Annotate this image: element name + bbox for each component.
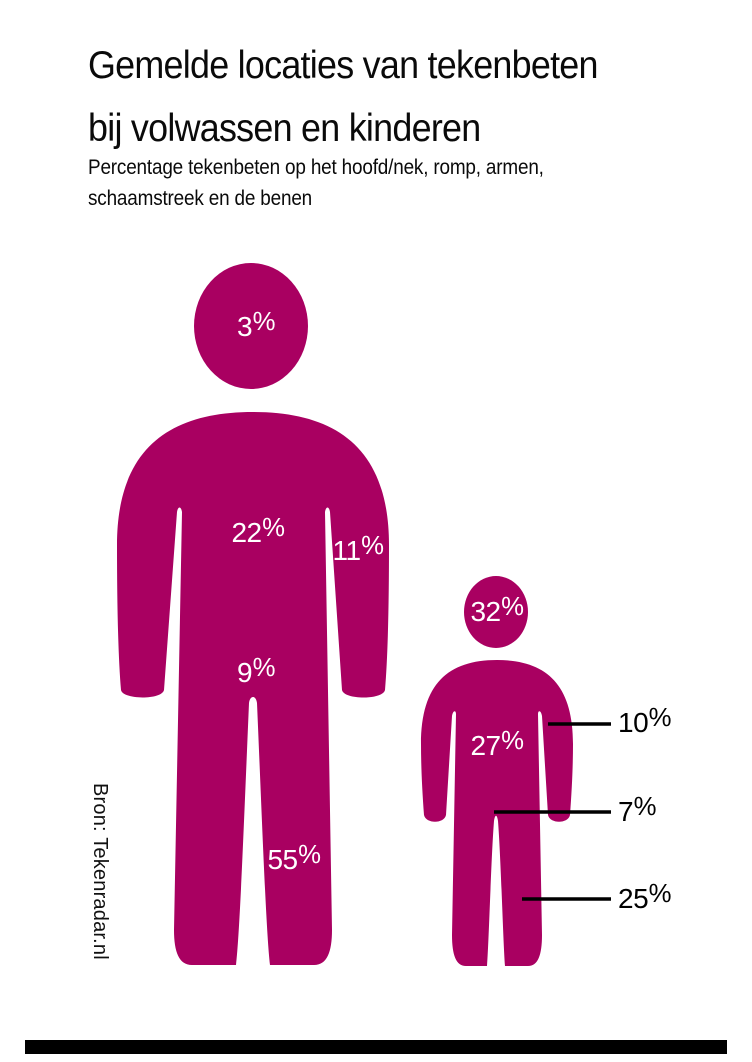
adult-arm-percent-sign: % [361,532,384,561]
adult-legs-percentage: 55% [267,841,321,876]
child-head-shape [464,576,528,648]
child-arm-percentage: 10% [618,704,672,739]
child-arm-value: 10 [618,707,649,738]
footer-bar [25,1040,727,1054]
child-legs-value: 25 [618,883,649,914]
child-torso-value: 27 [470,730,501,761]
child-groin-value: 7 [618,796,634,827]
child-arm-percent-sign: % [648,704,672,733]
source-attribution: Bron: Tekenradar.nl [89,783,111,960]
adult-torso-value: 22 [231,517,262,548]
adult-groin-percent-sign: % [252,654,276,683]
child-head-percent-sign: % [501,593,524,622]
adult-head-percentage: 3% [237,308,276,343]
child-head-percentage: 32% [470,593,524,628]
child-groin-percent-sign: % [633,793,657,822]
adult-arm-value: 11 [332,535,362,566]
adult-head-value: 3 [237,311,253,342]
child-legs-percent-sign: % [648,880,672,909]
adult-head-shape [194,263,308,389]
subtitle-line-2: schaamstreek en de benen [88,186,313,210]
child-groin-percentage: 7% [618,793,657,828]
title-line-1: Gemelde locaties van tekenbeten [88,44,598,87]
adult-legs-percent-sign: % [298,841,321,870]
adult-torso-percent-sign: % [262,514,285,543]
page-subtitle: Percentage tekenbeten op het hoofd/nek, … [88,152,544,214]
title-line-2: bij volwassen en kinderen [88,107,481,150]
adult-groin-percentage: 9% [237,654,276,689]
child-legs-percentage: 25% [618,880,672,915]
subtitle-line-1: Percentage tekenbeten op het hoofd/nek, … [88,155,544,179]
child-torso-percentage: 27% [470,727,524,762]
adult-torso-percentage: 22% [231,514,285,549]
page-title: Gemelde locaties van tekenbeten bij volw… [88,34,598,160]
child-head-value: 32 [470,596,501,627]
adult-arm-percentage: 11% [332,532,384,567]
adult-legs-value: 55 [267,844,298,875]
adult-groin-value: 9 [237,657,253,688]
child-torso-percent-sign: % [501,727,524,756]
adult-head-percent-sign: % [252,308,276,337]
adult-body-shape [117,412,389,965]
